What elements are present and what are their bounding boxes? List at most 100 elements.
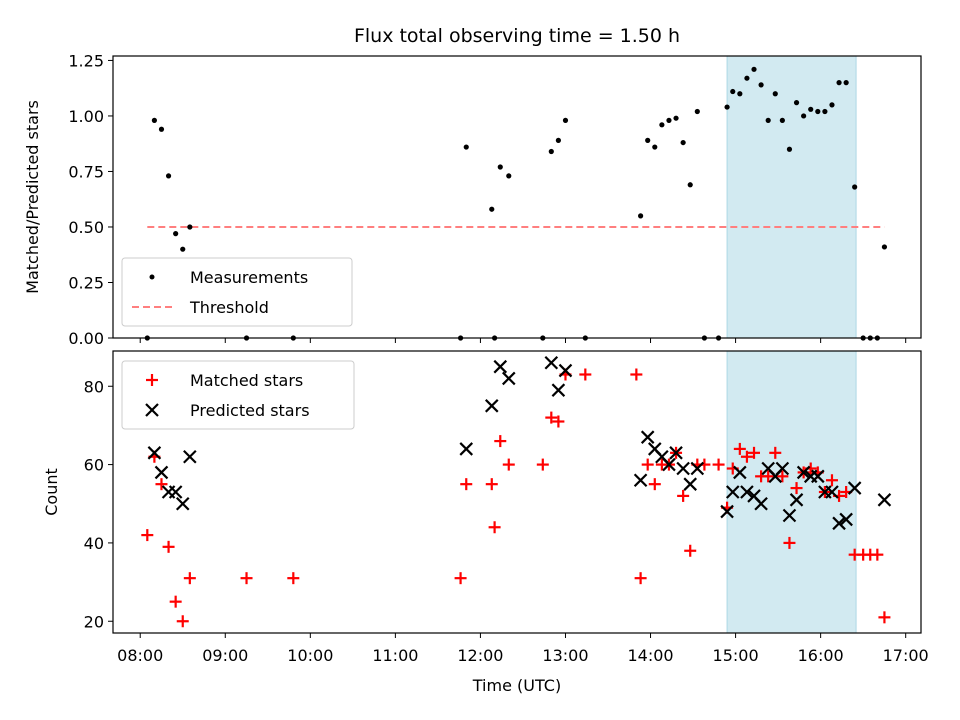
predicted-star-point (725, 485, 740, 499)
top-y-tick-label: 0.50 (68, 218, 104, 237)
matched-star-point (460, 478, 473, 491)
matched-star-point (762, 470, 775, 483)
x-tick-label: 09:00 (202, 646, 248, 665)
top-axes-frame (112, 55, 922, 339)
matched-star-point (783, 536, 796, 549)
matched-star-point (494, 435, 507, 448)
legend-marker-predicted-stars (145, 403, 159, 417)
predicted-star-point (754, 496, 768, 511)
measurement-point (652, 144, 658, 150)
measurement-point (173, 231, 179, 237)
measurement-point (673, 115, 679, 121)
top-y-tick-label: 0.75 (68, 162, 104, 181)
measurement-point (786, 146, 793, 152)
top-y-tick-label: 1.25 (68, 51, 104, 70)
measurement-point (165, 173, 172, 179)
matched-star-point (502, 458, 515, 471)
matched-star-point (485, 478, 498, 491)
x-tick-label: 08:00 (117, 646, 163, 665)
matched-star-point (545, 411, 558, 424)
matched-star-point (825, 474, 838, 487)
predicted-star-point (558, 363, 573, 378)
bottom-y-tick-label: 60 (84, 456, 104, 475)
matched-star-point (141, 529, 154, 542)
measurement-point (659, 122, 665, 128)
predicted-star-point (740, 485, 754, 499)
predicted-star-point (484, 399, 499, 413)
measurement-point (765, 117, 771, 123)
matched-star-point (630, 368, 643, 381)
predicted-star-point (168, 485, 183, 499)
measurement-point (730, 88, 736, 95)
predicted-star-point (789, 493, 804, 507)
top-y-tick-label: 0.00 (68, 329, 104, 348)
predicted-star-point (839, 512, 853, 527)
matched-star-point (684, 544, 697, 557)
measurement-point (772, 91, 778, 97)
predicted-star-point (669, 446, 683, 460)
predicted-star-point (175, 496, 190, 511)
predicted-star-point (720, 504, 734, 519)
measurement-point (815, 108, 821, 115)
measurement-point (829, 102, 835, 108)
predicted-star-point (832, 516, 846, 531)
top-y-axis-label: Matched/Predicted stars (23, 100, 42, 294)
measurement-point (680, 139, 686, 146)
predicted-star-point (544, 355, 559, 370)
matched-star-point (648, 478, 661, 491)
matched-star-point (878, 611, 891, 624)
top-panel: 0.00 0.25 0.50 0.75 1.00 1.25 Matched/Predict… (23, 51, 922, 348)
x-tick-label: 12:00 (457, 646, 503, 665)
legend-label-predicted-stars: Predicted stars (190, 401, 310, 420)
measurement-point (881, 244, 888, 250)
measurement-point (666, 117, 672, 123)
matched-star-point (748, 446, 761, 459)
matched-star-point (634, 572, 647, 585)
predicted-star-point (633, 473, 648, 488)
matched-star-point (552, 415, 565, 428)
measurement-point (555, 137, 561, 143)
matched-star-point (287, 572, 300, 585)
top-highlight-band (726, 55, 857, 339)
predicted-star-point (459, 442, 474, 456)
bottom-panel: 20 40 60 80 08:00 09:00 10:00 11:00 12:00 13:00 1… (42, 350, 929, 695)
predicted-star-point (640, 430, 655, 444)
x-tick-label: 11:00 (372, 646, 418, 665)
top-legend: Measurements Threshold (121, 257, 353, 327)
predicted-star-point (147, 446, 162, 460)
measurement-point (463, 144, 469, 150)
measurement-point (744, 75, 750, 81)
legend-marker-measurements (149, 274, 155, 280)
predicted-star-point (183, 449, 197, 464)
predicted-star-point (551, 383, 566, 397)
matched-star-point (677, 489, 690, 502)
matched-star-point (579, 368, 592, 381)
bottom-y-tick-label: 40 (84, 534, 104, 553)
x-tick-label: 13:00 (542, 646, 588, 665)
predicted-star-point (733, 465, 747, 480)
chart-title: Flux total observing time = 1.50 h (354, 25, 680, 47)
matched-star-point (454, 572, 467, 585)
measurement-point (801, 113, 807, 119)
matched-star-point (712, 458, 725, 471)
legend-marker-matched-stars (146, 374, 158, 386)
x-tick-label: 14:00 (627, 646, 673, 665)
measurement-point (187, 224, 193, 230)
measurement-point (758, 82, 764, 88)
legend-label-measurements: Measurements (190, 268, 308, 287)
bottom-y-tick-label: 80 (84, 377, 104, 396)
matched-star-point (769, 446, 782, 459)
x-axis-label: Time (UTC) (472, 676, 561, 695)
predicted-star-point (676, 461, 690, 476)
predicted-star-point (662, 457, 676, 472)
predicted-star-point (683, 477, 698, 491)
measurement-point (808, 106, 814, 112)
measurement-point (158, 126, 165, 132)
predicted-star-point (811, 469, 825, 484)
matched-star-point (240, 572, 253, 585)
x-tick-label: 17:00 (883, 646, 929, 665)
measurement-point (687, 182, 693, 188)
measurement-point (180, 246, 186, 252)
predicted-star-point (502, 371, 516, 386)
measurement-point (506, 173, 512, 179)
